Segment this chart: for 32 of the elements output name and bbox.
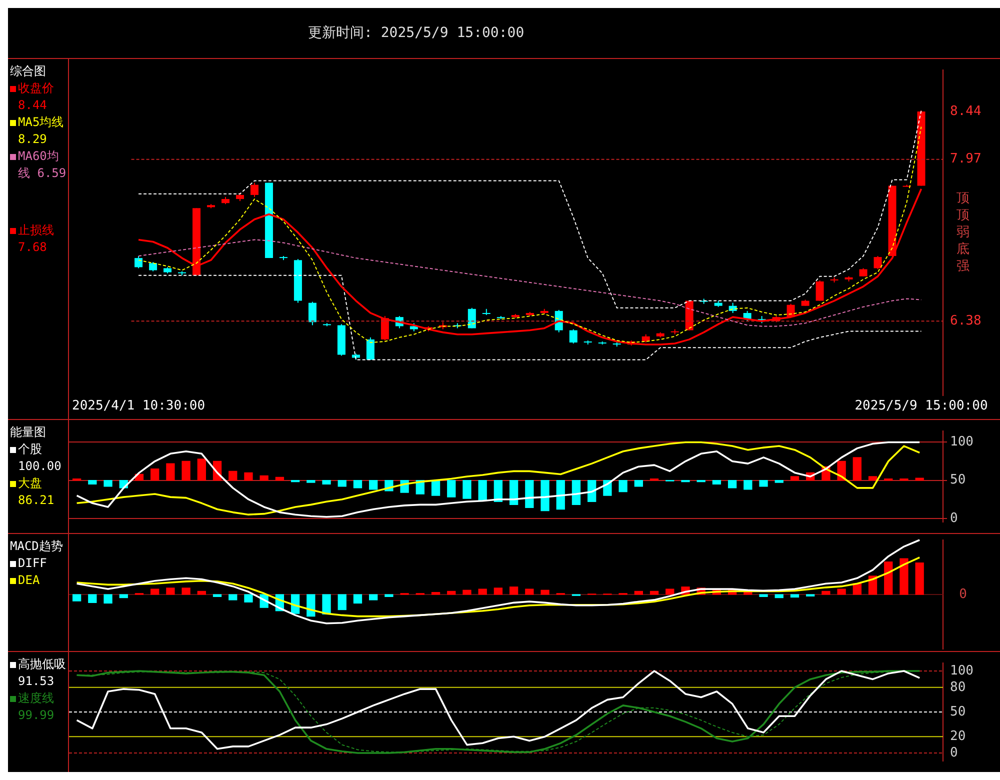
- legend-label: 收盘价 8.44: [18, 80, 55, 114]
- text: 底: [956, 242, 970, 257]
- y-tick-label: 0: [950, 745, 958, 760]
- legend-label: 大盘 86.21: [18, 475, 56, 509]
- y-tick-label: 50: [950, 472, 966, 488]
- text: 综合图: [10, 63, 47, 80]
- y-tick-label: 100: [950, 434, 974, 450]
- chart-title: MACD趋势: [10, 538, 64, 555]
- chart-subtitle: 更新时间: 2025/5/9 15:00:00: [308, 24, 524, 42]
- legend-label: 止损线 7.68: [18, 222, 55, 256]
- text: 弱: [956, 224, 970, 240]
- y-tick-label: 20: [950, 728, 966, 744]
- y-tick-label: 8.44: [950, 104, 982, 119]
- y-tick-label: 100: [950, 663, 974, 678]
- legend-label: DEA: [18, 572, 41, 589]
- x-tick-label: 2025/4/1 10:30:00: [72, 398, 206, 414]
- y-tick-label: 50: [950, 704, 966, 720]
- legend-label: 高抛低吸 91.53: [18, 656, 67, 690]
- legend-label: MA5均线 8.29: [18, 114, 65, 148]
- legend-label: 速度线 99.99: [18, 690, 56, 724]
- text: 强: [956, 258, 970, 274]
- y-tick-label: 80: [950, 680, 966, 695]
- chart-title: 能量图: [10, 424, 47, 441]
- text: 顶: [956, 208, 970, 223]
- y-tick-label: 0: [950, 510, 958, 526]
- text: 顶: [956, 190, 970, 206]
- legend-label: MA60均线 6.59: [18, 148, 68, 182]
- y-tick-label: 6.38: [950, 313, 982, 328]
- y-tick-label: 7.97: [950, 152, 982, 167]
- legend-label: DIFF: [18, 555, 48, 572]
- x-tick-label: 2025/5/9 15:00:00: [854, 398, 988, 414]
- legend-label: 个股 100.00: [18, 441, 62, 475]
